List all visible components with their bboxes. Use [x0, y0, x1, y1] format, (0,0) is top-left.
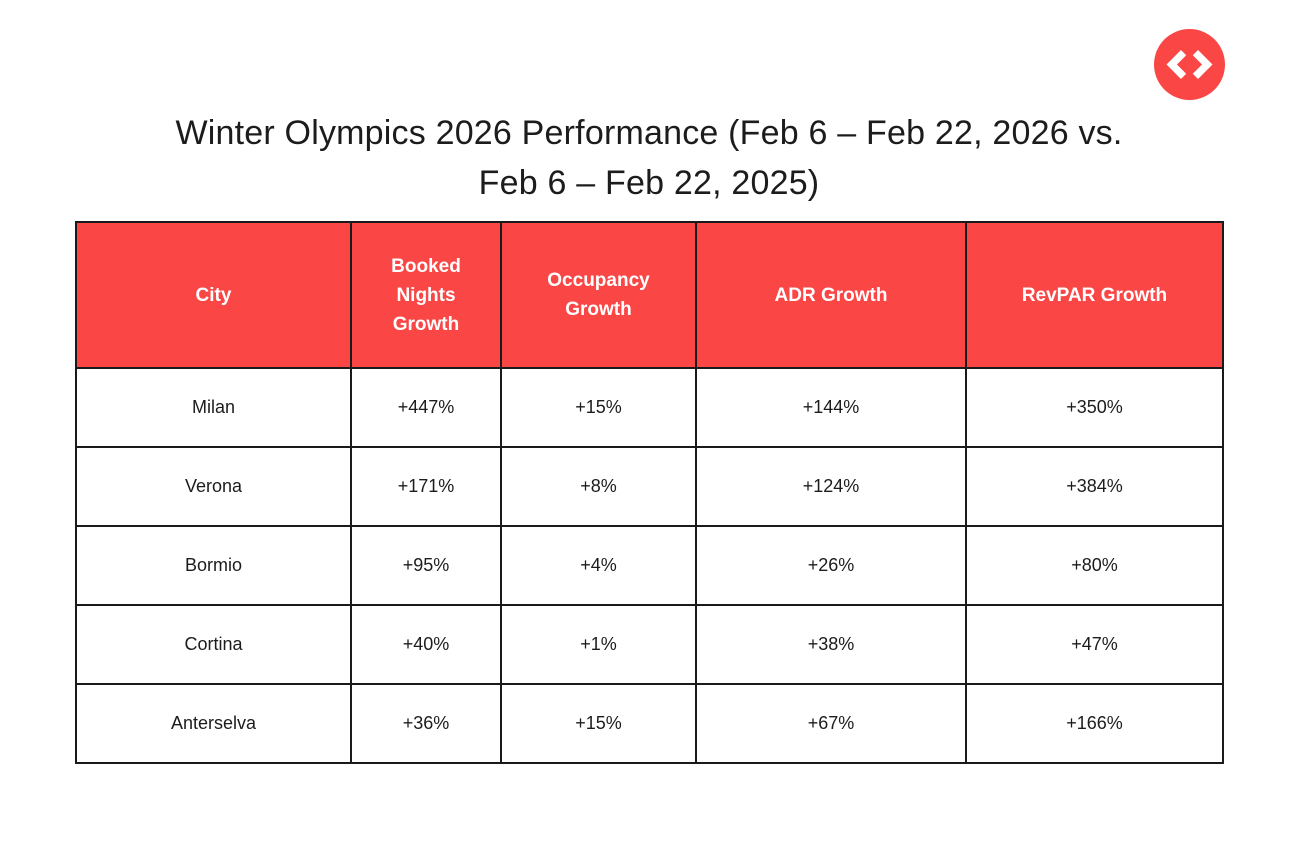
adr-growth-cell: +26% — [695, 525, 967, 606]
revpar-growth-cell: +166% — [965, 683, 1224, 764]
booked-nights-growth-cell: +36% — [350, 683, 502, 764]
city-cell: Cortina — [75, 604, 352, 685]
code-brackets-icon — [1154, 29, 1225, 100]
revpar-growth-cell: +384% — [965, 446, 1224, 527]
adr-growth-cell: +144% — [695, 367, 967, 448]
column-header-occupancy-growth: Occupancy Growth — [500, 221, 697, 369]
table-header-row: City Booked Nights Growth Occupancy Grow… — [75, 221, 1224, 369]
performance-table: City Booked Nights Growth Occupancy Grow… — [75, 221, 1224, 764]
table-row-milan: Milan +447% +15% +144% +350% — [75, 367, 1224, 448]
table-row-bormio: Bormio +95% +4% +26% +80% — [75, 525, 1224, 606]
column-header-city: City — [75, 221, 352, 369]
table-row-cortina: Cortina +40% +1% +38% +47% — [75, 604, 1224, 685]
column-header-booked-nights-growth: Booked Nights Growth — [350, 221, 502, 369]
occupancy-growth-cell: +15% — [500, 683, 697, 764]
brand-logo — [1154, 29, 1225, 100]
occupancy-growth-cell: +8% — [500, 446, 697, 527]
occupancy-growth-cell: +4% — [500, 525, 697, 606]
table-row-verona: Verona +171% +8% +124% +384% — [75, 446, 1224, 527]
table-container: City Booked Nights Growth Occupancy Grow… — [75, 221, 1224, 764]
city-cell: Anterselva — [75, 683, 352, 764]
table-row-anterselva: Anterselva +36% +15% +67% +166% — [75, 683, 1224, 764]
occupancy-growth-cell: +1% — [500, 604, 697, 685]
page-title: Winter Olympics 2026 Performance (Feb 6 … — [0, 108, 1298, 208]
revpar-growth-cell: +47% — [965, 604, 1224, 685]
city-cell: Milan — [75, 367, 352, 448]
booked-nights-growth-cell: +171% — [350, 446, 502, 527]
column-header-adr-growth: ADR Growth — [695, 221, 967, 369]
adr-growth-cell: +67% — [695, 683, 967, 764]
city-cell: Verona — [75, 446, 352, 527]
adr-growth-cell: +124% — [695, 446, 967, 527]
occupancy-growth-cell: +15% — [500, 367, 697, 448]
column-header-revpar-growth: RevPAR Growth — [965, 221, 1224, 369]
page-title-line2: Feb 6 – Feb 22, 2025) — [478, 164, 820, 202]
page-title-line1: Winter Olympics 2026 Performance (Feb 6 … — [175, 114, 1123, 152]
city-cell: Bormio — [75, 525, 352, 606]
booked-nights-growth-cell: +40% — [350, 604, 502, 685]
adr-growth-cell: +38% — [695, 604, 967, 685]
booked-nights-growth-cell: +95% — [350, 525, 502, 606]
revpar-growth-cell: +80% — [965, 525, 1224, 606]
revpar-growth-cell: +350% — [965, 367, 1224, 448]
booked-nights-growth-cell: +447% — [350, 367, 502, 448]
